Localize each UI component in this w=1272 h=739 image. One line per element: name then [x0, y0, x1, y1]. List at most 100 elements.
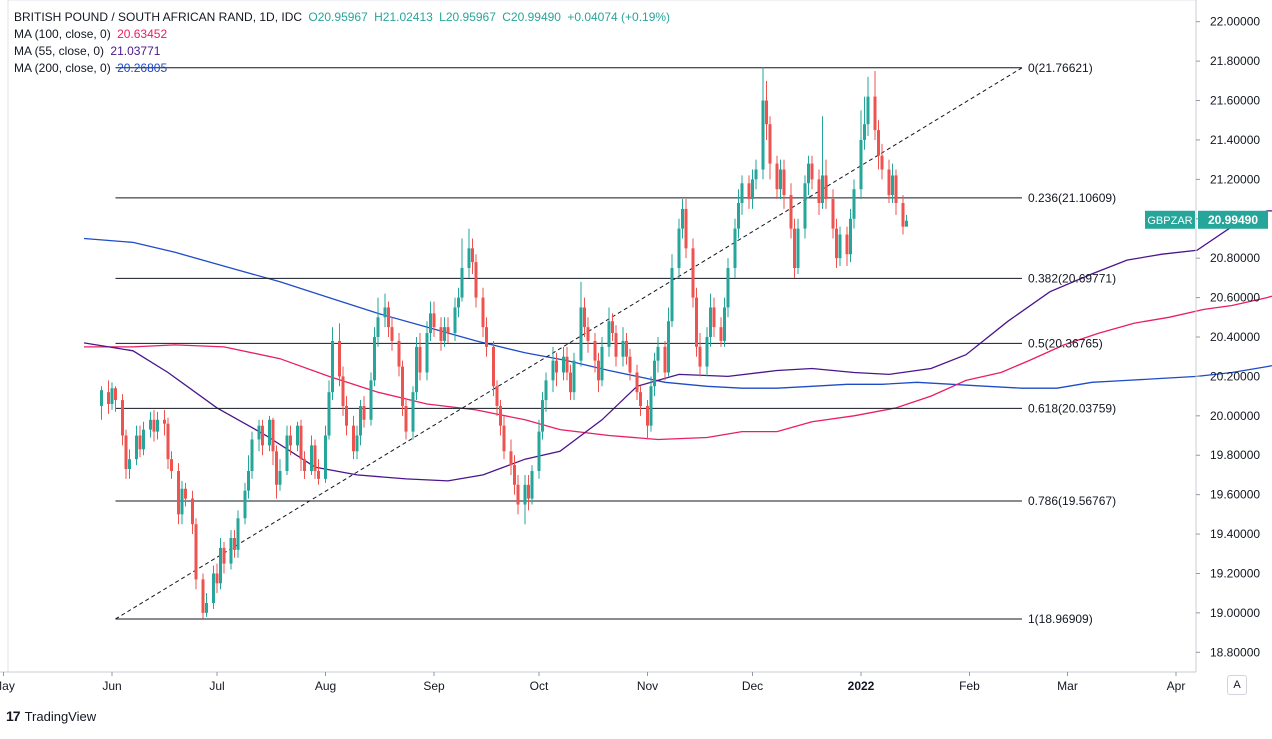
candle-body	[142, 429, 145, 450]
candle-body	[779, 169, 782, 190]
candle-body	[166, 423, 170, 460]
fibonacci-layer: 0(21.76621) 0.236(21.10609) 0.382(20.69771…	[115, 61, 1116, 626]
candle-body	[761, 100, 765, 170]
candle-body	[261, 425, 264, 446]
candle-body	[537, 431, 541, 471]
y-tick-label: 19.00000	[1210, 606, 1260, 620]
candle-body	[170, 459, 173, 471]
candle	[457, 287, 460, 318]
candle-body	[684, 208, 688, 249]
candle-body	[541, 400, 544, 432]
candle	[369, 372, 373, 426]
candle-body	[611, 321, 614, 334]
candle	[516, 474, 520, 515]
indicator-ma100[interactable]: MA (100, close, 0) 20.63452	[14, 26, 670, 43]
candle	[355, 425, 359, 460]
candle-body	[492, 346, 495, 387]
candle-body	[271, 419, 275, 452]
candle	[404, 400, 408, 440]
candle-body	[709, 307, 712, 337]
candle	[474, 254, 478, 308]
candle-body	[390, 327, 394, 341]
candle-body	[737, 203, 740, 229]
candle	[544, 372, 548, 412]
candle-body	[663, 346, 667, 373]
candle-body	[425, 333, 429, 373]
candle-body	[677, 228, 681, 269]
x-tick-label: Jun	[102, 679, 121, 693]
fib-level-label: 0.786(19.56767)	[1028, 494, 1116, 508]
candle-body	[439, 327, 443, 341]
candle	[453, 297, 457, 341]
candle	[877, 120, 880, 170]
y-tick-label: 22.00000	[1210, 15, 1260, 29]
candle	[565, 346, 569, 381]
ohlc-change: +0.04074 (+0.19%)	[567, 10, 671, 24]
candle-body	[726, 268, 730, 308]
candle	[243, 482, 247, 525]
candle	[107, 380, 110, 414]
candle	[712, 297, 716, 337]
candle-body	[331, 340, 334, 393]
candle-body	[149, 419, 152, 430]
candle-body	[201, 579, 205, 613]
candle-body	[639, 392, 642, 406]
candle	[754, 159, 758, 190]
candle	[425, 321, 429, 381]
candle	[324, 425, 327, 483]
candle	[345, 396, 348, 436]
candle-body	[215, 573, 219, 584]
x-tick-label: 2022	[848, 679, 875, 693]
last-price-badge	[1198, 210, 1268, 229]
indicator-value: 20.26805	[117, 61, 168, 75]
candle-body	[345, 405, 348, 426]
candle-body	[355, 435, 359, 452]
candle-body	[894, 175, 898, 203]
candle	[222, 541, 226, 574]
candle-body	[845, 234, 849, 255]
candle	[471, 238, 474, 274]
tradingview-logo-icon: 17	[6, 708, 21, 724]
candle-body	[873, 96, 877, 131]
candle-body	[502, 425, 506, 452]
candle-body	[670, 268, 674, 322]
candle-body	[128, 459, 131, 470]
auto-scale-button[interactable]: A	[1227, 675, 1247, 695]
candle	[233, 530, 236, 558]
candle-body	[184, 488, 187, 499]
candle	[887, 159, 891, 203]
candle-body	[793, 228, 796, 269]
candle	[583, 297, 586, 337]
indicator-ma55[interactable]: MA (55, close, 0) 21.03771	[14, 43, 670, 60]
candle	[317, 459, 320, 485]
candle	[838, 226, 842, 267]
candle	[215, 563, 219, 594]
candle	[313, 439, 317, 479]
candle	[460, 238, 464, 302]
candle-body	[817, 179, 821, 203]
candle-body	[523, 484, 527, 505]
candle-body	[509, 451, 513, 466]
candle	[859, 110, 863, 200]
candle	[100, 386, 103, 420]
candle	[653, 352, 656, 397]
candle-body	[481, 297, 485, 328]
candle-body	[555, 360, 558, 373]
candle	[236, 510, 240, 558]
indicator-ma200[interactable]: MA (200, close, 0) 20.26805	[14, 60, 670, 77]
candle	[569, 364, 572, 401]
candle-body	[565, 356, 569, 373]
candle	[667, 307, 670, 377]
candle	[275, 445, 278, 499]
candle	[646, 400, 649, 440]
candle	[593, 333, 597, 373]
indicator-label: MA (55, close, 0)	[14, 44, 105, 58]
candle	[891, 163, 894, 203]
candle-body	[695, 297, 698, 347]
candle-body	[513, 465, 516, 485]
candle	[485, 317, 488, 357]
candle-body	[649, 386, 653, 426]
tradingview-logo[interactable]: 17 TradingView	[6, 708, 96, 724]
